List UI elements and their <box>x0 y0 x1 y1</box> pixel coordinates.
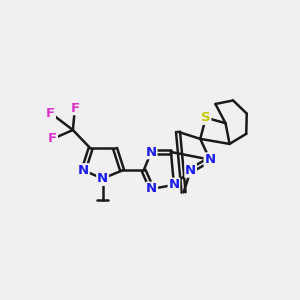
Text: F: F <box>46 106 55 120</box>
Text: N: N <box>78 164 89 177</box>
Text: N: N <box>168 178 179 191</box>
Text: N: N <box>185 164 196 177</box>
Text: N: N <box>146 182 157 195</box>
Text: N: N <box>146 146 157 158</box>
Text: N: N <box>97 172 108 185</box>
Text: N: N <box>204 153 215 166</box>
Text: F: F <box>48 132 57 146</box>
Text: N: N <box>97 172 108 185</box>
Text: S: S <box>201 111 211 124</box>
Text: F: F <box>70 101 80 115</box>
